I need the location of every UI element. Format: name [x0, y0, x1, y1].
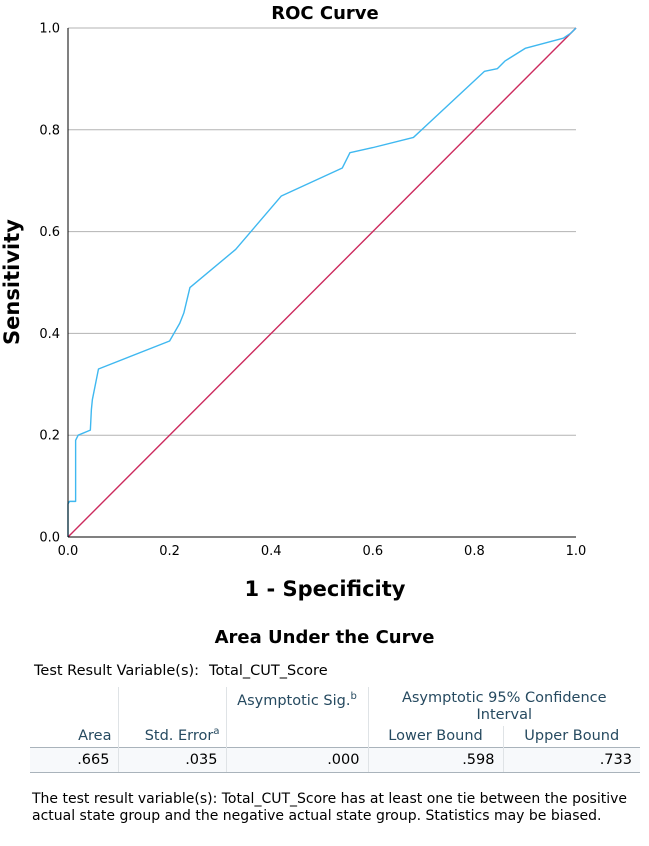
- header-lower-bound: Lower Bound: [367, 726, 503, 748]
- test-variable-value: Total_CUT_Score: [209, 663, 328, 679]
- header-std-error: Std. Errora: [117, 687, 226, 748]
- roc-chart: ROC Curve 0.0 0.2 0.4 0.6 0.8 1.0 0.0 0.2 0.4 0.6…: [0, 3, 586, 601]
- cell-asymptotic-sig: .000: [225, 747, 368, 773]
- reference-line: [67, 27, 577, 538]
- chart-title: ROC Curve: [271, 3, 378, 24]
- axes: [67, 28, 576, 538]
- asym-sig-footnote-mark: b: [350, 691, 357, 702]
- y-tick-label: 0.6: [39, 225, 60, 240]
- roc-curve-line: [67, 27, 577, 537]
- gridlines: [68, 27, 576, 436]
- auc-table: Area Std. Errora Asymptotic Sig.b Asympt…: [30, 687, 640, 773]
- y-tick-label: 0.2: [39, 429, 60, 444]
- tick-labels: 0.0 0.2 0.4 0.6 0.8 1.0 0.0 0.2 0.4 0.6 0.8 1.0: [39, 22, 586, 560]
- reference-line-layer: [67, 27, 577, 538]
- cell-upper-bound: .733: [502, 747, 640, 773]
- table-row: .665 .035 .000 .598 .733: [30, 747, 640, 773]
- header-area: Area: [78, 728, 112, 744]
- header-asymptotic-sig: Asymptotic Sig.b: [225, 687, 368, 748]
- cell-std-error: .035: [117, 747, 226, 773]
- y-tick-label: 1.0: [39, 22, 60, 37]
- header-confidence-interval: Asymptotic 95% Confidence Interval: [367, 687, 640, 726]
- series-layer: [67, 27, 577, 537]
- y-axis-label: Sensitivity: [0, 219, 24, 345]
- y-tick-label: 0.8: [39, 123, 60, 138]
- y-tick-label: 0.0: [39, 531, 60, 546]
- cell-lower-bound: .598: [367, 747, 503, 773]
- x-tick-label: 0.0: [58, 544, 79, 559]
- auc-table-title: Area Under the Curve: [214, 627, 435, 648]
- y-tick-label: 0.4: [39, 327, 60, 342]
- test-variable-line: Test Result Variable(s): Total_CUT_Score: [34, 663, 328, 679]
- footnote: The test result variable(s): Total_CUT_S…: [32, 791, 627, 824]
- x-tick-label: 0.8: [464, 544, 485, 559]
- std-error-footnote-mark: a: [213, 726, 220, 738]
- cell-area: .665: [30, 747, 118, 773]
- header-upper-bound: Upper Bound: [502, 726, 640, 748]
- test-variable-label: Test Result Variable(s):: [34, 663, 200, 679]
- x-tick-label: 0.2: [159, 544, 180, 559]
- x-tick-label: 0.4: [261, 544, 282, 559]
- x-tick-label: 0.6: [362, 544, 383, 559]
- x-axis-label: 1 - Specificity: [245, 577, 406, 601]
- x-tick-label: 1.0: [566, 544, 587, 559]
